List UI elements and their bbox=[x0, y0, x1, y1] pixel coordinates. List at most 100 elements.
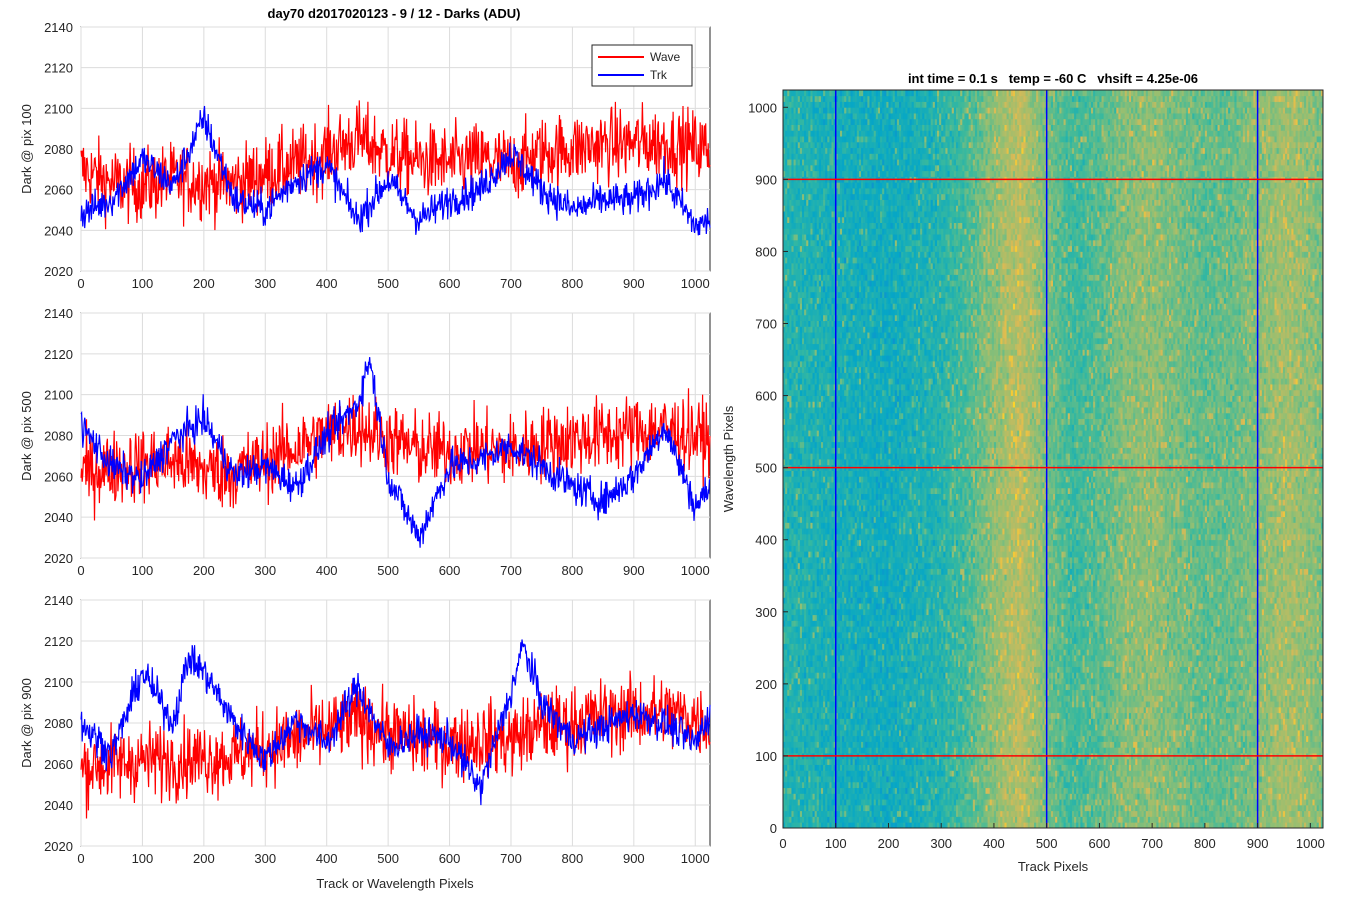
heatmap-cell bbox=[795, 257, 799, 264]
heatmap-cell bbox=[808, 499, 811, 506]
heatmap-cell bbox=[812, 660, 816, 667]
heatmap-cell bbox=[793, 574, 797, 581]
heatmap-cell bbox=[793, 476, 797, 483]
heatmap-cell bbox=[787, 441, 790, 448]
heatmap-cell bbox=[785, 280, 788, 287]
heatmap-cell bbox=[816, 228, 820, 235]
heatmap-cell bbox=[795, 672, 799, 679]
heatmap-cell bbox=[789, 222, 792, 229]
heatmap-cell bbox=[797, 147, 801, 154]
heatmap-cell bbox=[816, 113, 820, 120]
heatmap-cell bbox=[818, 655, 822, 662]
heatmap-cell bbox=[808, 799, 811, 806]
heatmap-cell bbox=[783, 626, 786, 633]
heatmap-cell bbox=[806, 384, 809, 391]
heatmap-cell bbox=[799, 245, 803, 252]
heatmap-cell bbox=[799, 332, 803, 339]
heatmap-cell bbox=[785, 793, 788, 800]
x-tick-label: 900 bbox=[623, 563, 645, 578]
heatmap-cell bbox=[791, 453, 794, 460]
heatmap-cell bbox=[810, 193, 813, 200]
heatmap-cell bbox=[793, 447, 797, 454]
heatmap-cell bbox=[785, 90, 788, 97]
heatmap-cell bbox=[791, 649, 794, 656]
heatmap-cell bbox=[812, 758, 816, 765]
heatmap-cell bbox=[789, 349, 792, 356]
heatmap-cell bbox=[797, 188, 801, 195]
heatmap-cell bbox=[795, 810, 799, 817]
heatmap-cell bbox=[801, 118, 805, 125]
heatmap-cell bbox=[808, 695, 811, 702]
heatmap-cell bbox=[785, 360, 788, 368]
heatmap-cell bbox=[810, 314, 813, 322]
heatmap-cell bbox=[793, 280, 797, 287]
heatmap-cell bbox=[791, 562, 794, 569]
heatmap-cell bbox=[789, 643, 792, 650]
legend[interactable]: Wave Trk bbox=[591, 44, 693, 87]
heatmap-cell bbox=[795, 712, 799, 719]
heatmap-cell bbox=[799, 758, 803, 765]
heatmap-cell bbox=[808, 776, 811, 783]
heatmap-cell bbox=[814, 781, 818, 789]
heatmap-cell bbox=[791, 211, 794, 218]
heatmap-cell bbox=[804, 188, 807, 195]
heatmap-cell bbox=[787, 804, 790, 812]
heatmap-cell bbox=[810, 170, 813, 177]
heatmap-cell bbox=[789, 274, 792, 281]
heatmap-cell bbox=[793, 147, 797, 154]
heatmap-cell bbox=[785, 453, 788, 460]
heatmap-cell bbox=[816, 326, 820, 333]
heatmap-cell bbox=[806, 551, 809, 558]
heatmap-cell bbox=[795, 90, 799, 97]
heatmap-cell bbox=[785, 95, 788, 102]
heatmap-cell bbox=[801, 164, 805, 172]
heatmap-cell bbox=[791, 412, 794, 420]
heatmap-cell bbox=[785, 395, 788, 402]
heatmap-cell bbox=[804, 776, 807, 783]
heatmap-cell bbox=[801, 355, 805, 362]
heatmap-cell bbox=[818, 770, 822, 777]
heatmap-cell bbox=[785, 476, 788, 483]
heatmap-cell bbox=[814, 666, 818, 673]
heatmap-cell bbox=[816, 118, 820, 125]
heatmap-cell bbox=[787, 401, 790, 408]
plot-dark-pix-900: 0 100 200 300 400 500 600 700 800 900 100020202040… bbox=[19, 593, 711, 891]
heatmap-cell bbox=[797, 551, 801, 558]
heatmap-cell bbox=[816, 107, 820, 114]
heatmap-cell bbox=[812, 349, 816, 356]
heatmap-cell bbox=[804, 314, 807, 322]
heatmap-cell bbox=[799, 90, 803, 97]
heatmap-cell bbox=[795, 274, 799, 281]
heatmap-cell bbox=[791, 591, 794, 598]
heatmap-cell bbox=[806, 799, 809, 806]
heatmap-cell bbox=[789, 689, 792, 696]
heatmap-cell bbox=[785, 557, 788, 564]
heatmap-cell bbox=[814, 113, 818, 120]
heatmap-title: int time = 0.1 s temp = -60 C vhsift = 4… bbox=[908, 71, 1198, 86]
heatmap-cell bbox=[816, 562, 820, 569]
heatmap-cell bbox=[799, 372, 803, 379]
heatmap-cell bbox=[801, 147, 805, 154]
heatmap-cell bbox=[791, 430, 794, 437]
heatmap-cell bbox=[804, 666, 807, 673]
heatmap-cell bbox=[787, 113, 790, 120]
heatmap-cell bbox=[808, 303, 811, 310]
x-tick-label: 0 bbox=[77, 563, 84, 578]
heatmap-cell bbox=[793, 216, 797, 224]
heatmap-cell bbox=[783, 268, 786, 275]
heatmap-cell bbox=[816, 770, 820, 777]
heatmap-cell bbox=[801, 182, 805, 189]
heatmap-cell bbox=[787, 476, 790, 483]
heatmap-cell bbox=[795, 459, 799, 466]
heatmap-cell bbox=[810, 758, 813, 765]
heatmap-cell bbox=[804, 822, 807, 829]
heatmap-cell bbox=[793, 510, 797, 518]
heatmap-cell bbox=[816, 626, 820, 633]
heatmap-cell bbox=[795, 378, 799, 385]
heatmap-cell bbox=[801, 407, 805, 414]
heatmap-cell bbox=[816, 222, 820, 229]
heatmap-cell bbox=[812, 130, 816, 137]
heatmap-cell bbox=[799, 424, 803, 431]
heatmap-cell bbox=[795, 430, 799, 437]
heatmap-cell bbox=[789, 741, 792, 748]
